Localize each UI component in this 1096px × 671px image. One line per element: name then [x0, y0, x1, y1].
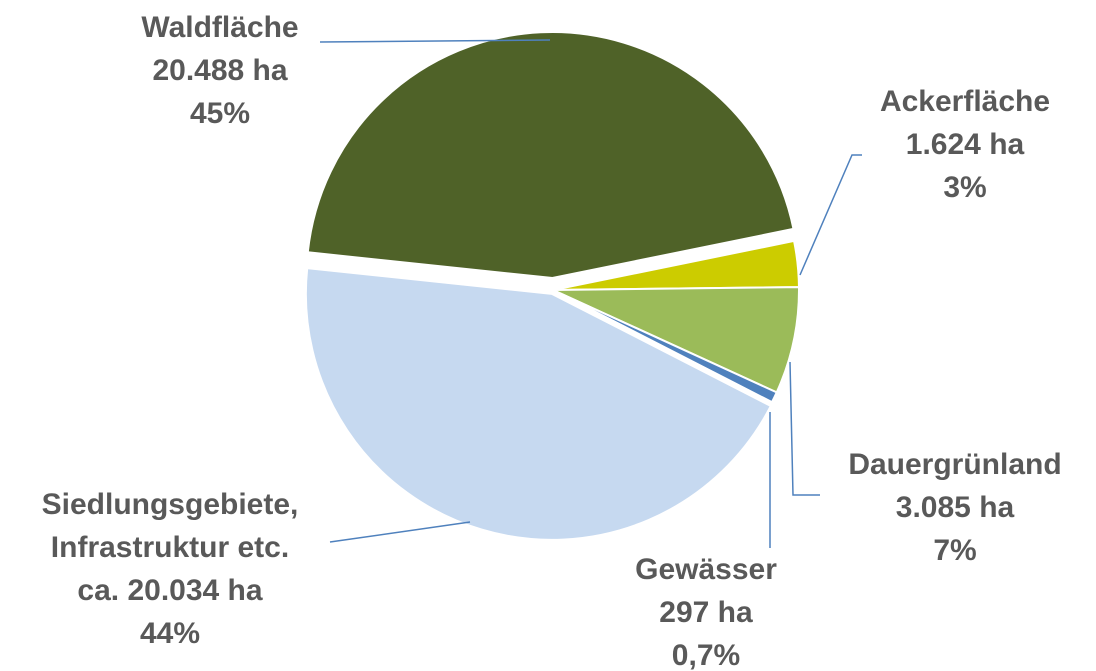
slice-label: Siedlungsgebiete, Infrastruktur etc. ca. …: [42, 483, 299, 655]
category-name: Siedlungsgebiete, Infrastruktur etc.: [41, 488, 299, 564]
value-label: 44%: [139, 617, 201, 650]
pie-slice: [306, 31, 795, 280]
area-label: 3.085 ha: [895, 491, 1015, 524]
leader-line: [789, 361, 820, 496]
area-label: 1.624 ha: [905, 128, 1025, 161]
category-name: Dauergrünland: [848, 448, 1062, 481]
slice-label: Gewässer 297 ha 0,7%: [635, 548, 777, 671]
leader-line: [319, 39, 551, 43]
leader-line: [799, 154, 862, 276]
slices: [304, 31, 800, 541]
value-label: 0,7%: [671, 639, 741, 671]
pie-slice: [552, 286, 800, 394]
category-name: Waldfläche: [141, 11, 299, 44]
area-label: 297 ha: [659, 596, 753, 629]
leader-line: [329, 521, 471, 543]
value-label: 3%: [943, 171, 987, 204]
category-name: Gewässer: [635, 553, 777, 586]
category-name: Ackerfläche: [879, 85, 1051, 118]
value-label: 45%: [189, 97, 251, 130]
slice-label: Ackerfläche 1.624 ha 3%: [880, 80, 1050, 209]
area-label: 20.488 ha: [152, 54, 288, 87]
area-label: ca. 20.034 ha: [77, 574, 263, 607]
value-label: 7%: [933, 534, 977, 567]
slice-label: Dauergrünland 3.085 ha 7%: [848, 443, 1061, 572]
pie-slice: [304, 267, 773, 541]
pie-slice: [552, 289, 779, 404]
slice-label: Waldfläche 20.488 ha 45%: [141, 6, 298, 135]
